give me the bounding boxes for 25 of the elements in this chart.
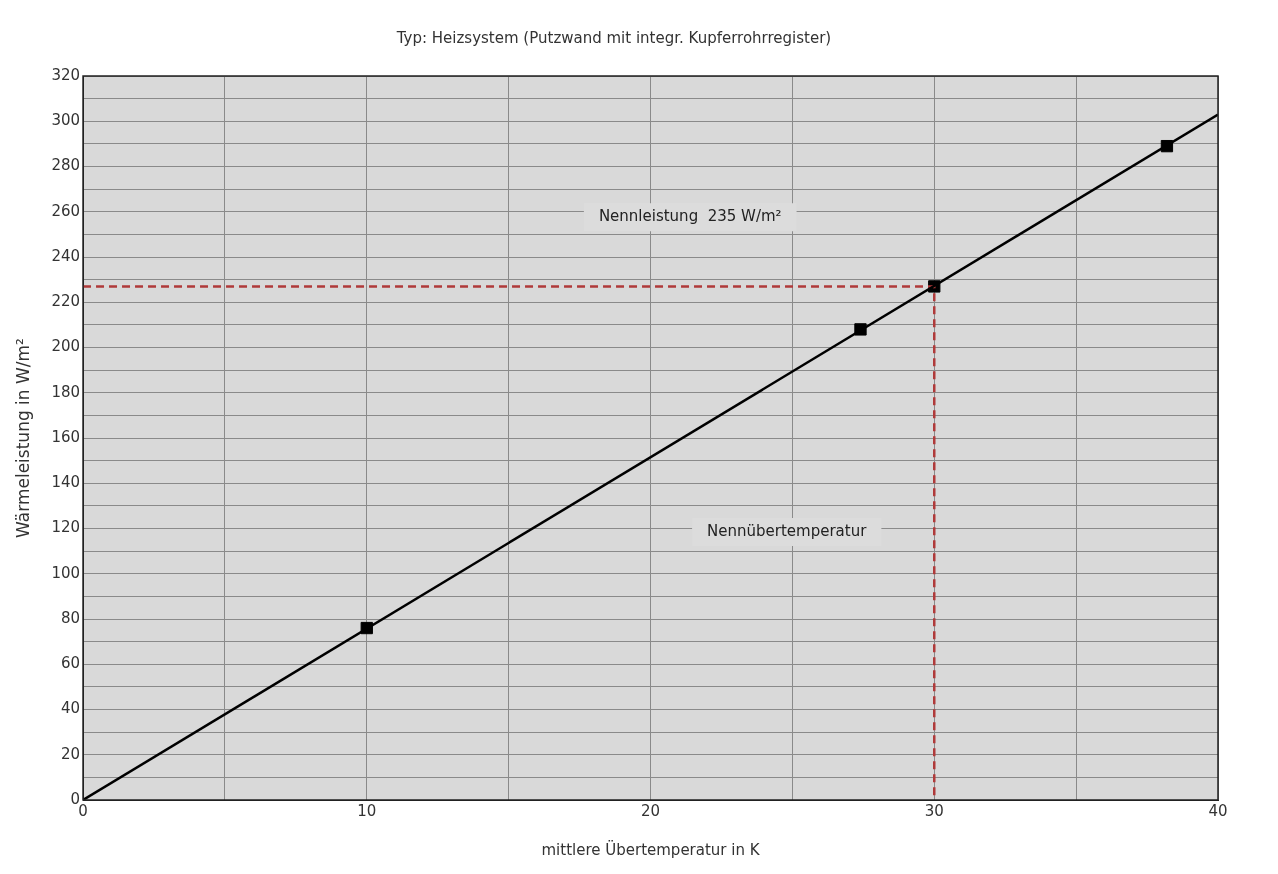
y-tick-label: 300	[51, 111, 81, 130]
y-tick-label: 20	[60, 744, 81, 763]
y-tick-label: 240	[51, 246, 81, 265]
y-tick-label: 180	[51, 382, 81, 401]
y-tick-label: 60	[60, 654, 81, 673]
y-tick-label: 120	[51, 518, 81, 537]
y-tick-label: 40	[60, 699, 81, 718]
y-tick-label: 160	[51, 427, 81, 446]
y-tick-label: 320	[51, 65, 81, 84]
x-axis-title: mittlere Übertemperatur in K	[541, 839, 761, 859]
y-tick-label: 140	[51, 473, 81, 492]
x-tick-label: 10	[357, 801, 377, 820]
y-tick-label: 260	[51, 201, 81, 220]
x-tick-label: 20	[640, 801, 661, 820]
x-tick-label: 40	[1208, 801, 1228, 820]
annotation: Nennübertemperatur	[707, 522, 868, 541]
y-tick-label: 200	[51, 337, 81, 356]
y-tick-label: 280	[51, 156, 81, 175]
y-tick-label: 100	[51, 563, 81, 582]
x-tick-label: 30	[924, 801, 944, 820]
chart-title: Typ: Heizsystem (Putzwand mit integr. Kupferrohrregister)	[395, 28, 832, 47]
y-tick-label: 80	[60, 608, 81, 627]
y-tick-label: 220	[51, 292, 81, 311]
y-axis-title: Wärmeleistung in W/m²	[12, 338, 33, 538]
annotation: Nennleistung 235 W/m²	[598, 207, 782, 226]
